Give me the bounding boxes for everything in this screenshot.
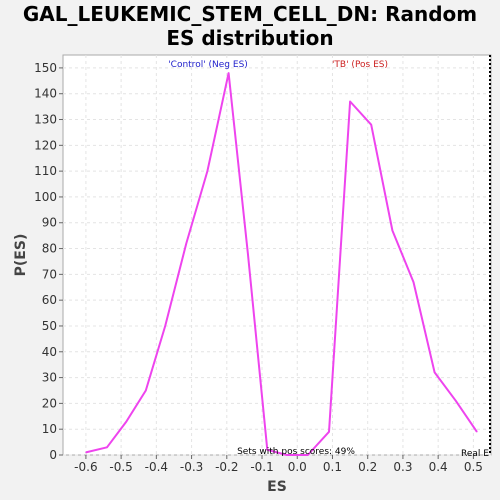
y-tick-label: 120 xyxy=(34,138,57,152)
data-point xyxy=(476,431,478,433)
x-tick-label: 0.3 xyxy=(393,460,412,474)
data-point xyxy=(164,325,166,327)
data-point xyxy=(349,100,351,103)
y-tick-label: 140 xyxy=(34,87,57,101)
y-tick-label: 130 xyxy=(34,113,57,127)
x-axis-label: ES xyxy=(267,479,287,495)
x-tick-label: 0.4 xyxy=(429,460,448,474)
data-point xyxy=(145,389,147,392)
pos-es-label: 'TB' (Pos ES) xyxy=(332,60,388,70)
data-point xyxy=(391,229,393,232)
sets-pos-scores-text: Sets with pos scores: 49% xyxy=(237,447,355,457)
real-es-text: Real E xyxy=(461,449,489,459)
y-tick-label: 60 xyxy=(42,293,57,307)
data-point xyxy=(370,124,372,126)
chart-title-line-2: ES distribution xyxy=(166,26,334,50)
y-tick-label: 110 xyxy=(34,164,57,178)
data-point xyxy=(206,170,209,172)
x-tick-label: -0.1 xyxy=(250,460,273,474)
grid xyxy=(63,55,491,456)
data-point xyxy=(434,371,436,374)
chart-title: GAL_LEUKEMIC_STEM_CELL_DN: Random ES dis… xyxy=(0,2,500,50)
y-tick-label: 100 xyxy=(34,190,57,204)
x-tick-label: -0.3 xyxy=(180,460,203,474)
y-tick-label: 10 xyxy=(42,422,57,436)
data-point xyxy=(85,451,87,454)
y-axis-label: P(ES) xyxy=(13,234,29,277)
chart-title-line-1: GAL_LEUKEMIC_STEM_CELL_DN: Random xyxy=(22,2,478,26)
data-point xyxy=(185,242,187,244)
series-line xyxy=(85,72,478,456)
x-tick-label: -0.5 xyxy=(109,460,132,474)
plot-area xyxy=(62,54,492,456)
data-point xyxy=(125,420,128,423)
data-point xyxy=(307,454,309,456)
x-tick-label: -0.6 xyxy=(74,460,97,474)
x-tick-label: -0.4 xyxy=(145,460,168,474)
x-tick-label: -0.2 xyxy=(215,460,238,474)
x-tick-label: 0.5 xyxy=(464,460,483,474)
x-tick-label: 0.0 xyxy=(288,460,307,474)
data-point xyxy=(412,281,415,283)
x-tick-label: 0.1 xyxy=(323,460,342,474)
y-tick-label: 150 xyxy=(34,61,57,75)
series xyxy=(85,72,478,456)
axes: 0 10 20 30 40 50 60 70 80 90 100 110 120 130 140 150 -0.… xyxy=(34,61,483,474)
data-point xyxy=(247,253,249,255)
data-point xyxy=(286,454,288,456)
y-tick-label: 90 xyxy=(42,216,57,230)
y-tick-label: 40 xyxy=(42,345,57,359)
y-tick-label: 70 xyxy=(42,267,57,281)
data-point xyxy=(227,72,230,74)
y-tick-label: 50 xyxy=(42,319,57,333)
data-point xyxy=(266,449,268,451)
y-tick-label: 30 xyxy=(42,371,57,385)
y-tick-label: 20 xyxy=(42,396,57,410)
neg-es-label: 'Control' (Neg ES) xyxy=(168,60,248,70)
data-point xyxy=(328,431,330,433)
data-point xyxy=(106,446,108,448)
y-tick-label: 80 xyxy=(42,242,57,256)
x-tick-label: 0.2 xyxy=(358,460,377,474)
y-tick-label: 0 xyxy=(49,448,57,462)
data-point xyxy=(455,400,457,402)
